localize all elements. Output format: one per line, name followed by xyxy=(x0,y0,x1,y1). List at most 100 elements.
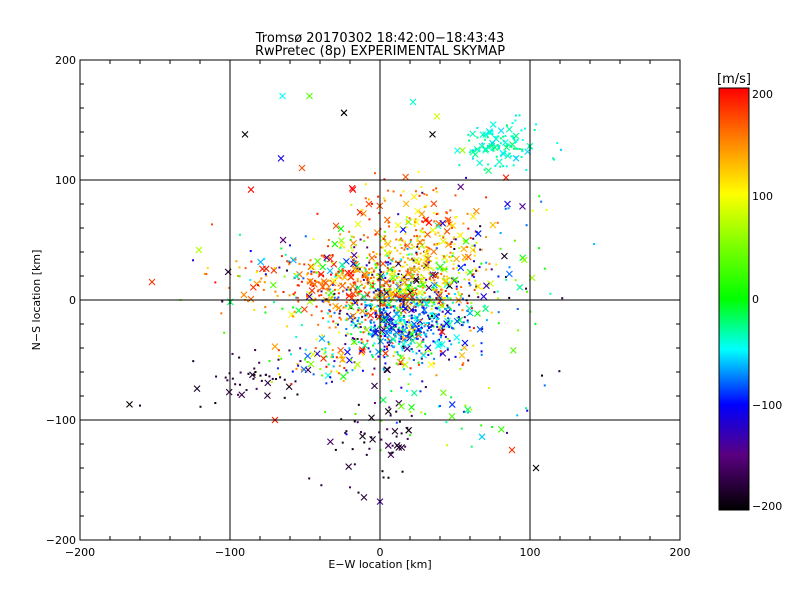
data-point-dot xyxy=(368,268,371,271)
data-point-dot xyxy=(345,288,348,291)
data-point-dot xyxy=(405,273,408,276)
data-point-dot xyxy=(422,341,425,344)
data-point-dot xyxy=(377,355,380,358)
data-point-dot xyxy=(238,233,241,236)
data-point-dot xyxy=(466,302,469,305)
data-point-dot xyxy=(399,279,402,282)
data-point-dot xyxy=(413,316,416,319)
data-point-dot xyxy=(430,324,433,327)
data-point-cross xyxy=(423,250,430,257)
data-point-dot xyxy=(432,287,435,290)
data-point-dot xyxy=(357,255,360,258)
data-point-dot xyxy=(437,306,440,309)
data-point-dot xyxy=(356,302,359,305)
data-point-dot xyxy=(411,310,414,313)
data-point-dot xyxy=(512,137,515,140)
data-point-dot xyxy=(523,127,526,130)
data-point-dot xyxy=(444,283,447,286)
data-point-dot xyxy=(370,304,373,307)
data-point-dot xyxy=(392,278,395,281)
data-point-dot xyxy=(497,297,500,300)
data-point-dot xyxy=(402,368,405,371)
data-point-dot xyxy=(332,320,335,323)
data-point-dot xyxy=(460,286,463,289)
data-point-dot xyxy=(424,292,427,295)
data-point-dot xyxy=(427,301,430,304)
data-point-dot xyxy=(433,281,436,284)
data-point-dot xyxy=(321,374,324,377)
data-point-dot xyxy=(399,243,402,246)
data-point-dot xyxy=(273,267,276,270)
data-point-dot xyxy=(263,257,266,260)
data-point-dot xyxy=(434,307,437,310)
data-point-dot xyxy=(297,284,300,287)
data-point-dot xyxy=(468,326,471,329)
data-point-dot xyxy=(415,261,418,264)
data-point-dot xyxy=(260,379,263,382)
data-point-dot xyxy=(352,321,355,324)
data-point-dot xyxy=(293,310,296,313)
data-point-dot xyxy=(338,331,341,334)
data-point-cross xyxy=(240,291,248,299)
data-point-dot xyxy=(452,263,455,266)
data-point-dot xyxy=(424,345,427,348)
data-point-dot xyxy=(414,309,417,312)
data-point-dot xyxy=(430,267,433,270)
data-point-cross xyxy=(335,304,343,312)
data-point-dot xyxy=(468,294,471,297)
data-point-dot xyxy=(444,308,447,311)
data-point-dot xyxy=(420,323,423,326)
data-point-dot xyxy=(360,290,363,293)
data-point-dot xyxy=(277,358,280,361)
data-point-dot xyxy=(296,296,299,299)
data-point-cross xyxy=(304,352,311,360)
data-point-dot xyxy=(398,260,401,263)
data-point-cross xyxy=(126,401,133,408)
data-point-dot xyxy=(271,377,274,380)
data-point-dot xyxy=(214,402,217,405)
data-point-dot xyxy=(223,331,226,334)
data-point-dot xyxy=(485,268,488,271)
data-point-dot xyxy=(392,257,395,260)
data-point-dot xyxy=(402,347,405,350)
data-point-cross xyxy=(400,340,407,348)
data-point-dot xyxy=(504,135,507,138)
data-point-cross xyxy=(489,121,497,128)
data-point-dot xyxy=(393,305,396,308)
data-point-dot xyxy=(385,272,388,275)
data-point-dot xyxy=(405,226,408,229)
data-point-dot xyxy=(435,297,438,300)
data-point-dot xyxy=(463,278,466,281)
data-point-dot xyxy=(325,287,328,290)
data-point-dot xyxy=(325,355,328,358)
data-point-dot xyxy=(531,209,534,212)
data-point-dot xyxy=(324,411,327,414)
data-point-dot xyxy=(472,260,475,263)
data-point-dot xyxy=(506,431,509,434)
data-point-dot xyxy=(330,356,333,359)
data-point-dot xyxy=(439,353,442,356)
data-point-dot xyxy=(436,268,439,271)
data-point-dot xyxy=(348,230,351,233)
data-point-dot xyxy=(379,449,382,452)
data-point-dot xyxy=(385,306,388,309)
data-point-dot xyxy=(388,252,391,255)
data-point-dot xyxy=(374,233,377,236)
data-point-dot xyxy=(468,139,471,142)
data-point-dot xyxy=(392,266,395,269)
data-point-dot xyxy=(220,312,223,315)
data-point-dot xyxy=(393,306,396,309)
data-point-dot xyxy=(417,304,420,307)
data-point-dot xyxy=(454,194,457,197)
data-point-dot xyxy=(349,358,352,361)
data-point-dot xyxy=(471,274,474,277)
data-point-dot xyxy=(333,360,336,363)
data-point-cross xyxy=(388,269,396,277)
data-point-dot xyxy=(467,227,470,230)
data-point-dot xyxy=(253,308,256,311)
data-point-cross xyxy=(509,346,517,354)
data-point-dot xyxy=(428,295,431,298)
data-point-dot xyxy=(356,310,359,313)
chart-title: Tromsø 20170302 18:42:00−18:43:43 xyxy=(255,31,505,46)
data-point-dot xyxy=(443,261,446,264)
